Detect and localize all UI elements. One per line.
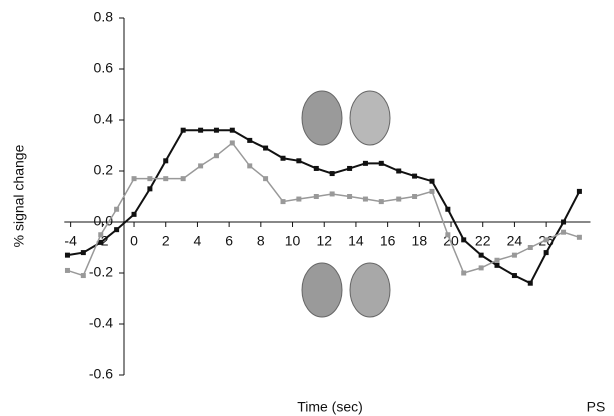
- y-tick-label: 0.8: [94, 9, 114, 25]
- y-tick-label: -0.6: [89, 366, 113, 382]
- x-tick-label: 24: [507, 233, 523, 249]
- x-tick-label: 22: [475, 233, 491, 249]
- point: [296, 196, 302, 202]
- x-tick-label: 12: [316, 233, 332, 249]
- point: [543, 237, 549, 243]
- point: [527, 280, 533, 286]
- series-line: [67, 141, 580, 277]
- y-tick-label: 0.2: [94, 162, 114, 178]
- point: [147, 186, 153, 192]
- faces-bottom: [301, 262, 391, 318]
- point: [461, 237, 467, 243]
- x-tick-label: 4: [194, 233, 202, 249]
- point: [213, 127, 219, 133]
- y-tick-label: -0.2: [89, 264, 113, 280]
- point: [396, 196, 402, 202]
- x-tick-label: 8: [257, 233, 265, 249]
- point: [263, 145, 269, 151]
- point: [561, 229, 567, 235]
- point: [347, 165, 353, 171]
- point: [64, 267, 70, 273]
- x-tick-label: 2: [162, 233, 170, 249]
- point: [114, 227, 120, 233]
- point: [98, 232, 104, 238]
- point: [511, 252, 517, 258]
- point: [296, 158, 302, 164]
- point: [445, 232, 451, 238]
- x-tick-label: 14: [348, 233, 364, 249]
- point: [180, 176, 186, 182]
- point: [478, 265, 484, 271]
- point: [396, 168, 402, 174]
- point: [64, 252, 70, 258]
- point: [229, 140, 235, 146]
- point: [543, 250, 549, 256]
- point: [247, 163, 253, 169]
- point: [576, 234, 582, 240]
- point: [147, 176, 153, 182]
- series-line: [67, 129, 581, 285]
- point: [280, 155, 286, 161]
- point: [198, 163, 204, 169]
- point: [229, 127, 235, 133]
- point: [198, 127, 204, 133]
- face: [301, 90, 343, 146]
- point: [247, 137, 253, 143]
- y-tick-label: 0.4: [94, 111, 114, 127]
- point: [362, 196, 368, 202]
- point: [378, 160, 384, 166]
- point: [494, 262, 500, 268]
- point: [280, 199, 286, 205]
- point: [163, 158, 169, 164]
- point: [429, 178, 435, 184]
- point: [561, 219, 567, 225]
- x-tick-label: 6: [225, 233, 233, 249]
- x-tick-label: 18: [412, 233, 428, 249]
- face: [349, 262, 391, 318]
- point: [461, 270, 467, 276]
- point: [131, 176, 137, 182]
- point: [80, 250, 86, 256]
- y-tick-label: 0.0: [94, 213, 114, 229]
- y-tick-label: 0.6: [94, 60, 114, 76]
- face: [349, 90, 391, 146]
- point: [80, 273, 86, 279]
- point: [412, 173, 418, 179]
- y-tick-label: -0.4: [89, 315, 113, 331]
- faces-top: [301, 90, 391, 146]
- point: [131, 211, 137, 217]
- point: [163, 176, 169, 182]
- x-tick-label: 10: [285, 233, 301, 249]
- point: [429, 188, 435, 194]
- point: [576, 188, 582, 194]
- point: [98, 239, 104, 245]
- point: [378, 199, 384, 205]
- point: [445, 206, 451, 212]
- point: [478, 252, 484, 258]
- face: [301, 262, 343, 318]
- x-tick-label: -4: [64, 233, 77, 249]
- point: [527, 245, 533, 250]
- point: [114, 206, 120, 212]
- point: [313, 194, 319, 199]
- point: [180, 127, 186, 133]
- point: [412, 194, 418, 199]
- point: [511, 273, 517, 279]
- point: [313, 165, 319, 171]
- point: [362, 160, 368, 166]
- point: [213, 153, 219, 159]
- corner-note: PS: [587, 399, 606, 415]
- x-tick-label: 0: [130, 233, 138, 249]
- point: [263, 176, 269, 182]
- y-axis-label: % signal change: [11, 144, 27, 247]
- x-axis-label: Time (sec): [297, 399, 363, 415]
- point: [329, 191, 335, 197]
- point: [347, 194, 353, 199]
- point: [494, 257, 500, 263]
- x-tick-label: 16: [380, 233, 396, 249]
- point: [329, 171, 335, 177]
